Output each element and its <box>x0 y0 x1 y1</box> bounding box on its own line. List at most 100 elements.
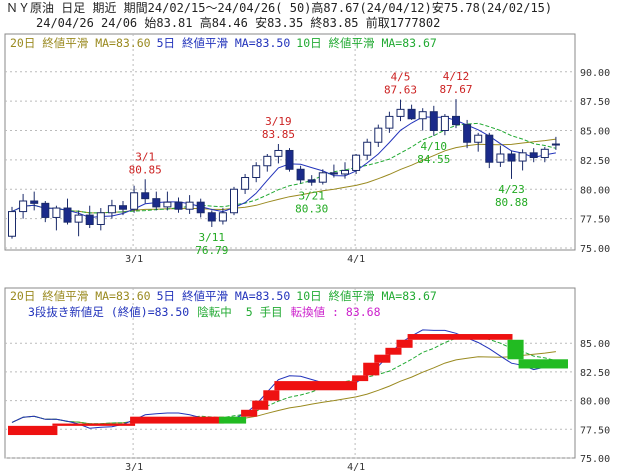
brick-up <box>363 362 380 376</box>
annotation-date: 4/10 <box>421 140 448 153</box>
y-tick-label: 82.50 <box>580 368 610 379</box>
legend-ma10: 10日 終値平滑 MA=83.67 <box>296 36 437 50</box>
candle-down <box>174 201 183 210</box>
annotation-value: 80.85 <box>129 163 162 176</box>
brick-up <box>241 409 258 417</box>
candle-up <box>540 148 549 159</box>
annotation-value: 87.63 <box>384 84 417 97</box>
x-tick-label: 4/1 <box>347 254 365 265</box>
candle-down <box>507 153 516 162</box>
brick-up <box>52 423 136 426</box>
y-tick-label: 77.50 <box>580 215 610 226</box>
x-axis-ticks: 3/1 4/1 <box>125 462 365 473</box>
annotation-value: 76.79 <box>195 244 228 257</box>
brick-up <box>8 425 58 436</box>
y-tick-label: 85.00 <box>580 339 610 350</box>
y-tick-label: 77.50 <box>580 425 610 436</box>
x-tick-label: 3/1 <box>125 462 143 473</box>
y-tick-label: 82.50 <box>580 156 610 167</box>
candle-down <box>452 115 460 126</box>
candle-up <box>230 188 238 214</box>
annotation-value: 84.55 <box>417 153 450 166</box>
header-line-1: ＮＹ原油 日足 期近 期間24/02/15～24/04/26( 50)高87.6… <box>6 1 553 15</box>
candle-up <box>396 108 405 117</box>
legend-ma20: 20日 終値平滑 MA=83.60 <box>10 36 151 50</box>
candle-down <box>463 124 472 143</box>
brick-up <box>407 334 513 340</box>
x-tick-label: 3/1 <box>125 254 143 265</box>
brick-down <box>218 416 247 424</box>
three-line-break-chart: 85.00 82.50 80.00 77.50 75.00 3/1 4/1 20日 終値平… <box>4 287 610 473</box>
brick-up <box>130 416 224 424</box>
candles <box>8 99 560 239</box>
candle-up <box>385 115 394 129</box>
candle-up <box>107 205 116 214</box>
candle-down <box>196 201 205 214</box>
candle-down <box>485 134 494 163</box>
break-value: 3段抜き新値足 (終値)=83.50 <box>28 305 189 319</box>
annotation-date: 3/11 <box>199 231 226 244</box>
candle-down <box>285 149 294 170</box>
y-axis-ticks: 85.00 82.50 80.00 77.50 75.00 <box>580 339 610 465</box>
candle-up <box>341 169 349 175</box>
candle-down <box>429 111 438 131</box>
candle-down <box>63 207 72 223</box>
y-tick-label: 80.00 <box>580 397 610 408</box>
annotation-date: 4/12 <box>443 70 470 83</box>
candlestick-chart: 3/180.853/1176.793/1983.853/2180.304/587… <box>4 33 610 265</box>
legend-ma20: 20日 終値平滑 MA=83.60 <box>10 289 151 303</box>
candle-down <box>85 214 94 226</box>
candle-up <box>496 153 505 163</box>
candle-up <box>163 201 172 208</box>
candle-down <box>329 172 338 175</box>
annotation-date: 4/5 <box>391 71 411 84</box>
break-info: 3段抜き新値足 (終値)=83.50 陰転中 5 手目 転換値 : 83.68 <box>28 305 381 319</box>
annotations: 3/180.853/1176.793/1983.853/2180.304/587… <box>129 70 528 257</box>
legend-ma10: 10日 終値平滑 MA=83.67 <box>296 289 437 303</box>
top-legend: 20日 終値平滑 MA=83.60 5日 終値平滑 MA=83.50 10日 終値平… <box>10 36 437 50</box>
candle-down <box>407 108 416 120</box>
y-axis-ticks: 90.00 87.50 85.00 82.50 80.00 77.50 75.00 <box>580 68 610 255</box>
brick-down <box>518 363 568 369</box>
brick-up <box>274 381 358 391</box>
brick-up <box>263 390 280 401</box>
candle-up <box>551 143 560 146</box>
candle-up <box>352 154 361 171</box>
annotation-value: 87.67 <box>439 83 472 96</box>
y-tick-label: 75.00 <box>580 244 610 255</box>
reversal-value: 転換値 : 83.68 <box>291 305 381 319</box>
annotation-date: 3/21 <box>298 190 325 203</box>
y-tick-label: 85.00 <box>580 127 610 138</box>
bottom-legend: 20日 終値平滑 MA=83.60 5日 終値平滑 MA=83.50 10日 終値平… <box>10 289 437 303</box>
candle-up <box>19 200 28 213</box>
candle-up <box>218 212 227 222</box>
candle-up <box>363 141 372 156</box>
grid <box>5 288 575 459</box>
grid <box>5 34 575 250</box>
annotation-date: 3/19 <box>265 115 292 128</box>
candle-up <box>418 111 427 120</box>
candle-down <box>30 200 39 204</box>
candle-down <box>152 198 161 208</box>
candle-up <box>8 211 16 237</box>
annotation-value: 83.85 <box>262 128 295 141</box>
candle-down <box>207 212 216 222</box>
bricks <box>8 334 568 436</box>
candle-down <box>529 152 538 159</box>
header-line-2: 24/04/26 24/06 始83.81 高84.46 安83.35 終83.… <box>36 16 441 30</box>
candle-up <box>318 172 327 183</box>
candle-down <box>119 205 127 210</box>
annotation-value: 80.88 <box>495 196 528 209</box>
candle-up <box>96 212 105 225</box>
brick-up <box>374 354 391 363</box>
y-tick-label: 90.00 <box>580 68 610 79</box>
brick-up <box>252 400 269 410</box>
legend-ma5: 5日 終値平滑 MA=83.50 <box>157 36 291 50</box>
brick-down <box>507 339 524 360</box>
candle-down <box>296 168 305 181</box>
y-tick-label: 87.50 <box>580 97 610 108</box>
candle-up <box>263 155 272 167</box>
brick-up <box>352 375 369 382</box>
candle-down <box>307 179 316 183</box>
annotation-value: 80.30 <box>295 203 328 216</box>
